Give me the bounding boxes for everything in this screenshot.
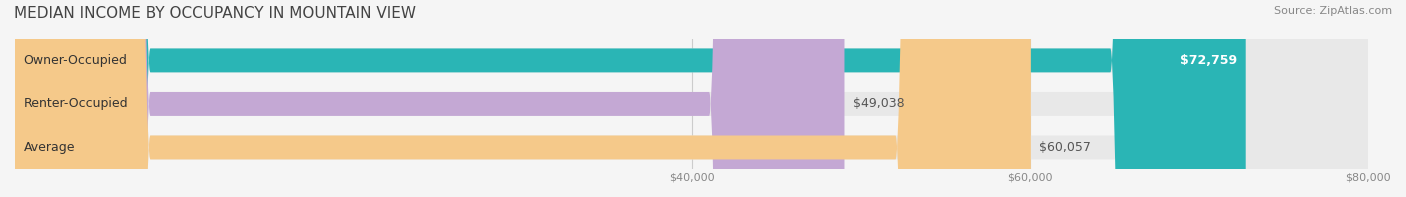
FancyBboxPatch shape: [15, 0, 1368, 197]
Text: $60,057: $60,057: [1039, 141, 1091, 154]
Text: Owner-Occupied: Owner-Occupied: [24, 54, 128, 67]
Text: Renter-Occupied: Renter-Occupied: [24, 98, 128, 111]
FancyBboxPatch shape: [15, 0, 1246, 197]
Text: $72,759: $72,759: [1180, 54, 1237, 67]
Text: $49,038: $49,038: [853, 98, 904, 111]
Text: MEDIAN INCOME BY OCCUPANCY IN MOUNTAIN VIEW: MEDIAN INCOME BY OCCUPANCY IN MOUNTAIN V…: [14, 6, 416, 21]
FancyBboxPatch shape: [15, 0, 1368, 197]
FancyBboxPatch shape: [15, 0, 1031, 197]
Text: Source: ZipAtlas.com: Source: ZipAtlas.com: [1274, 6, 1392, 16]
FancyBboxPatch shape: [15, 0, 1368, 197]
FancyBboxPatch shape: [15, 0, 845, 197]
Text: Average: Average: [24, 141, 75, 154]
